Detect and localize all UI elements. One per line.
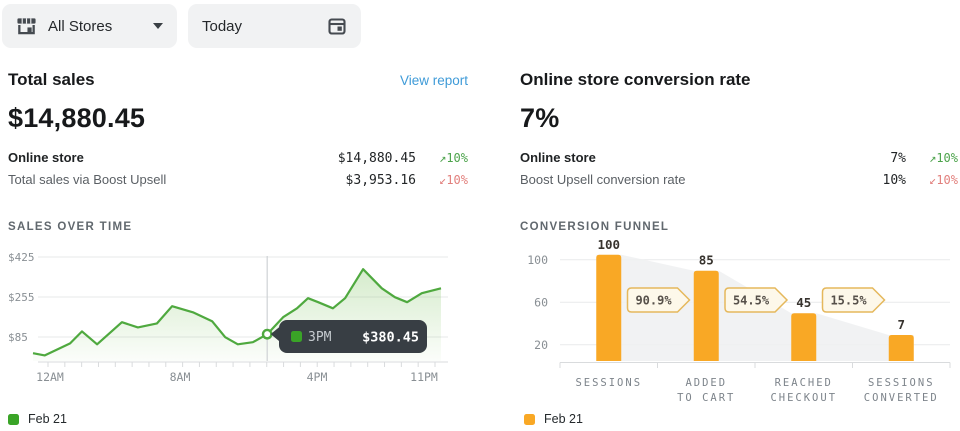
svg-text:8AM: 8AM — [170, 370, 191, 384]
svg-text:ADDED: ADDED — [685, 377, 727, 389]
metric-value: $14,880.45 — [337, 151, 416, 166]
svg-text:$425: $425 — [8, 251, 35, 264]
svg-text:85: 85 — [699, 253, 714, 268]
svg-text:SESSIONS: SESSIONS — [868, 377, 935, 389]
metric-value: $3,953.16 — [345, 173, 416, 188]
total-sales-value: $14,880.45 — [8, 103, 146, 133]
svg-text:100: 100 — [527, 253, 548, 267]
svg-text:12AM: 12AM — [36, 370, 64, 384]
hover-point-marker — [261, 328, 273, 340]
legend-label: Feb 21 — [28, 412, 67, 426]
conversion-badge — [626, 287, 691, 313]
svg-text:45: 45 — [796, 295, 811, 310]
funnel-bar — [888, 335, 914, 361]
svg-text:TO CART: TO CART — [677, 392, 735, 404]
conversion-rate-title: Online store conversion rate — [520, 70, 751, 89]
metric-delta: ↙10% — [929, 173, 958, 187]
svg-text:60: 60 — [534, 295, 548, 309]
metric-label: Online store — [520, 150, 596, 165]
svg-text:54.5%: 54.5% — [733, 294, 770, 308]
svg-text:SESSIONS: SESSIONS — [575, 377, 642, 389]
metric-value: 7% — [890, 151, 906, 166]
svg-text:$255: $255 — [8, 291, 35, 304]
funnel-bar — [596, 254, 622, 361]
sales-over-time-chart: $425 $255 $85 12AM 8AM 4PM 11PM 3PM $380.45 — [8, 251, 448, 384]
metric-value: 10% — [882, 173, 906, 188]
svg-text:REACHED: REACHED — [775, 377, 833, 389]
calendar-icon — [327, 16, 347, 36]
metric-row-boost-upsell-rate: Boost Upsell conversion rate 10% ↙10% — [520, 172, 958, 194]
total-sales-title: Total sales — [8, 70, 95, 89]
sales-line — [32, 268, 442, 357]
total-sales-panel: Total sales View report $14,880.45 Onlin… — [8, 70, 468, 233]
svg-text:20: 20 — [534, 338, 548, 352]
legend-label: Feb 21 — [544, 412, 583, 426]
metric-row-online-store-rate: Online store 7% ↗10% — [520, 150, 958, 172]
metric-row-boost-upsell: Total sales via Boost Upsell $3,953.16 ↙… — [8, 172, 468, 194]
svg-text:15.5%: 15.5% — [830, 294, 867, 308]
metric-label: Online store — [8, 150, 84, 165]
svg-text:$85: $85 — [8, 331, 28, 344]
metric-delta: ↗10% — [439, 151, 468, 165]
sales-chart-legend: Feb 21 — [8, 412, 67, 426]
conversion-rate-value: 7% — [520, 103, 560, 133]
conversion-funnel-chart: 100 60 20 100 SESSIONS 85 ADDED TO CART 45 REACHE… — [527, 238, 951, 404]
metric-delta: ↙10% — [439, 173, 468, 187]
legend-swatch-green — [8, 413, 19, 425]
store-selector-label: All Stores — [48, 17, 113, 35]
conversion-rate-panel: Online store conversion rate 7% Online s… — [520, 70, 958, 233]
conversion-badge — [821, 287, 886, 313]
sales-over-time-heading: SALES OVER TIME — [8, 221, 133, 233]
conversion-badge — [724, 287, 789, 313]
metric-label: Total sales via Boost Upsell — [8, 172, 167, 187]
svg-text:3PM: 3PM — [308, 330, 332, 345]
date-selector-button[interactable]: Today — [188, 4, 361, 48]
svg-text:7: 7 — [897, 317, 905, 332]
svg-text:$380.45: $380.45 — [362, 330, 419, 346]
funnel-bar — [693, 270, 719, 361]
svg-text:100: 100 — [597, 238, 620, 252]
chevron-down-icon — [153, 23, 163, 29]
date-selector-label: Today — [202, 17, 243, 35]
store-selector-button[interactable]: All Stores — [2, 4, 177, 48]
conversion-funnel-heading: CONVERSION FUNNEL — [520, 221, 670, 233]
chart-tooltip: 3PM $380.45 — [270, 320, 427, 353]
svg-text:90.9%: 90.9% — [635, 294, 672, 308]
metric-delta: ↗10% — [929, 151, 958, 165]
funnel-chart-legend: Feb 21 — [524, 412, 583, 426]
storefront-icon — [16, 16, 37, 36]
funnel-bar — [791, 313, 817, 361]
svg-text:4PM: 4PM — [307, 370, 328, 384]
svg-text:11PM: 11PM — [410, 370, 438, 384]
view-report-link[interactable]: View report — [399, 73, 468, 88]
svg-text:CONVERTED: CONVERTED — [864, 392, 939, 404]
metric-label: Boost Upsell conversion rate — [520, 172, 686, 187]
svg-text:CHECKOUT: CHECKOUT — [770, 392, 837, 404]
metric-row-online-store: Online store $14,880.45 ↗10% — [8, 150, 468, 172]
legend-swatch-orange — [524, 413, 535, 425]
